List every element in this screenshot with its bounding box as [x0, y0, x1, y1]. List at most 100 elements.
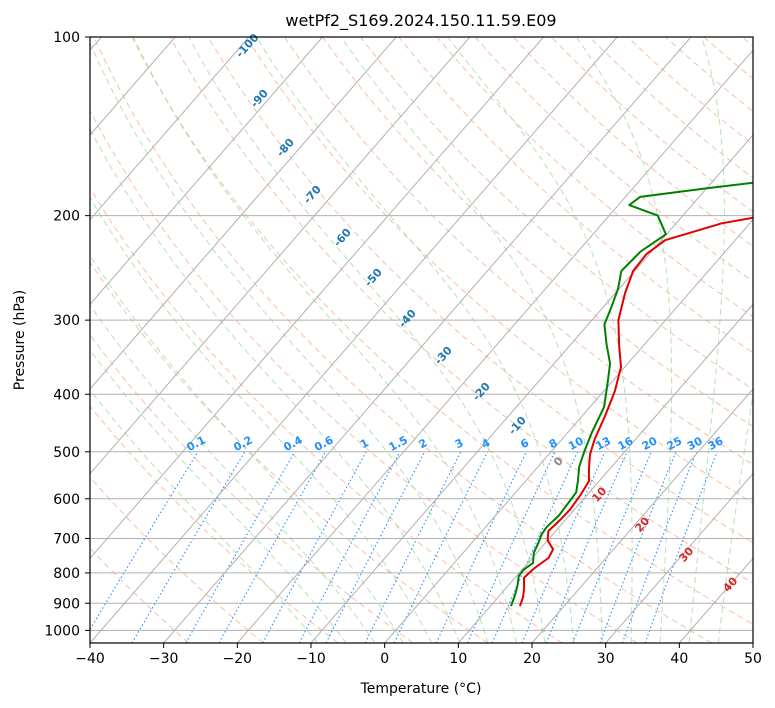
dry-adiabat-line — [207, 37, 753, 544]
dry-adiabat-line — [360, 37, 753, 390]
x-tick-label: −10 — [296, 651, 326, 667]
dry-adiabat-line — [90, 547, 190, 643]
mixing-ratio-line — [521, 451, 606, 643]
moist-adiabat-line — [90, 196, 432, 643]
moist-adiabat-line — [575, 37, 673, 643]
y-tick-label: 900 — [53, 596, 80, 612]
mixing-ratio-line — [599, 451, 677, 643]
x-tick-label: 50 — [744, 651, 762, 667]
mixing-ratio-line — [298, 451, 401, 643]
moist-adiabat-line — [90, 389, 319, 643]
dry-adiabat-line — [90, 476, 264, 643]
isotherm-line — [90, 37, 250, 221]
adiabat-labels: 0.1 0.2 0.4 0.6 1 1.5 2 3 4 6 8 10 13 16 20 25 30 36-100-… — [185, 31, 741, 595]
isotherm-line — [752, 642, 753, 643]
isotherm-line — [90, 37, 544, 560]
dry-adiabat-label: -10 — [506, 414, 529, 438]
isotherm-line — [457, 303, 753, 643]
moist-adiabat-line — [90, 304, 376, 643]
y-tick-label: 1000 — [44, 623, 80, 639]
mixing-ratio-line — [545, 451, 628, 643]
dry-adiabat-line — [398, 37, 753, 354]
y-tick-label: 500 — [53, 445, 80, 461]
mixing-ratio-label: 3 — [453, 436, 466, 451]
mixing-ratio-label: 1 — [358, 436, 371, 451]
moist-adiabat-line — [447, 37, 633, 643]
y-axis-ticks: 100 200 300 400 500 600 700 800 900 1000 — [44, 30, 90, 639]
isotherm-line — [384, 218, 753, 643]
mixing-ratio-line — [90, 451, 199, 631]
moist-adiabat-line — [188, 37, 546, 643]
mixing-ratio-label: 16 — [616, 434, 636, 453]
isotherm-line — [90, 37, 397, 390]
x-tick-label: −20 — [223, 651, 253, 667]
dry-adiabat-line — [90, 186, 563, 643]
dry-adiabat-line — [90, 405, 339, 643]
y-tick-label: 400 — [53, 387, 80, 403]
dry-adiabat-line — [90, 261, 488, 643]
dry-adiabat-label: -100 — [233, 31, 261, 60]
y-axis-label: Pressure (hPa) — [12, 290, 28, 390]
isotherm-line — [163, 37, 692, 643]
mixing-ratio-line — [572, 451, 652, 643]
isotherm-line — [531, 388, 753, 643]
x-tick-label: 0 — [380, 651, 389, 667]
dry-adiabats — [90, 37, 753, 643]
isotherm-line — [90, 37, 471, 475]
isotherm-line — [90, 37, 323, 306]
dry-adiabat-label: -70 — [301, 183, 324, 207]
mixing-ratio-label: 6 — [518, 436, 531, 451]
mixing-ratio-line — [262, 451, 367, 643]
x-tick-label: −30 — [149, 651, 179, 667]
mixing-ratio-label: 25 — [665, 434, 685, 453]
plot-frame — [89, 36, 754, 644]
mixing-ratio-label: 36 — [706, 434, 726, 453]
mixing-ratio-label: 0.4 — [281, 433, 305, 454]
isotherm-line — [236, 49, 753, 643]
chart-title: wetPf2_S169.2024.150.11.59.E09 — [285, 11, 556, 31]
profile-series — [510, 181, 753, 607]
y-tick-label: 800 — [53, 566, 80, 582]
mixing-ratio-line — [491, 451, 579, 643]
mixing-ratio-label: 4 — [479, 436, 492, 451]
dry-adiabat-line — [169, 37, 753, 584]
dry-adiabat-line — [131, 37, 753, 625]
moist-adiabat-line — [256, 37, 575, 643]
moist-adiabats — [90, 37, 753, 643]
dry-adiabat-line — [245, 37, 753, 504]
moist-adiabat-line — [132, 37, 517, 643]
y-tick-label: 600 — [53, 492, 80, 508]
dry-adiabat-label: 10 — [589, 484, 609, 504]
x-tick-label: 10 — [449, 651, 467, 667]
temperature-profile-line — [518, 216, 753, 607]
y-tick-label: 700 — [53, 532, 80, 548]
dry-adiabat-label: -60 — [331, 226, 354, 250]
dry-adiabat-label: -20 — [470, 380, 493, 404]
x-tick-label: 40 — [670, 651, 688, 667]
dry-adiabat-line — [741, 37, 753, 47]
mixing-ratio-line — [644, 451, 718, 643]
mixing-ratio-label: 20 — [640, 434, 660, 453]
y-tick-label: 300 — [53, 313, 80, 329]
dry-adiabat-label: -90 — [248, 87, 271, 111]
mixing-ratio-lines — [90, 451, 718, 643]
moist-adiabat-line — [688, 37, 725, 643]
x-tick-label: −40 — [75, 651, 105, 667]
x-axis-label: Temperature (°C) — [360, 681, 482, 697]
dry-adiabat-line — [90, 109, 638, 643]
mixing-ratio-line — [393, 451, 488, 643]
x-axis-ticks: −40 −30 −20 −10 0 10 20 30 40 50 — [75, 643, 762, 667]
y-tick-label: 100 — [53, 30, 80, 46]
dry-adiabat-label: -80 — [274, 136, 297, 160]
mixing-ratio-label: 1.5 — [387, 433, 410, 454]
mixing-ratio-label: 0.1 — [185, 433, 208, 454]
mixing-ratio-line — [621, 451, 698, 643]
isobars — [90, 37, 753, 631]
moist-adiabat-line — [90, 127, 461, 643]
moist-adiabat-line — [90, 254, 404, 643]
dry-adiabat-label: -50 — [362, 266, 385, 290]
dry-adiabat-line — [703, 37, 753, 80]
x-tick-label: 30 — [597, 651, 615, 667]
mixing-ratio-label: 0.2 — [231, 433, 254, 454]
dry-adiabat-line — [550, 37, 753, 213]
